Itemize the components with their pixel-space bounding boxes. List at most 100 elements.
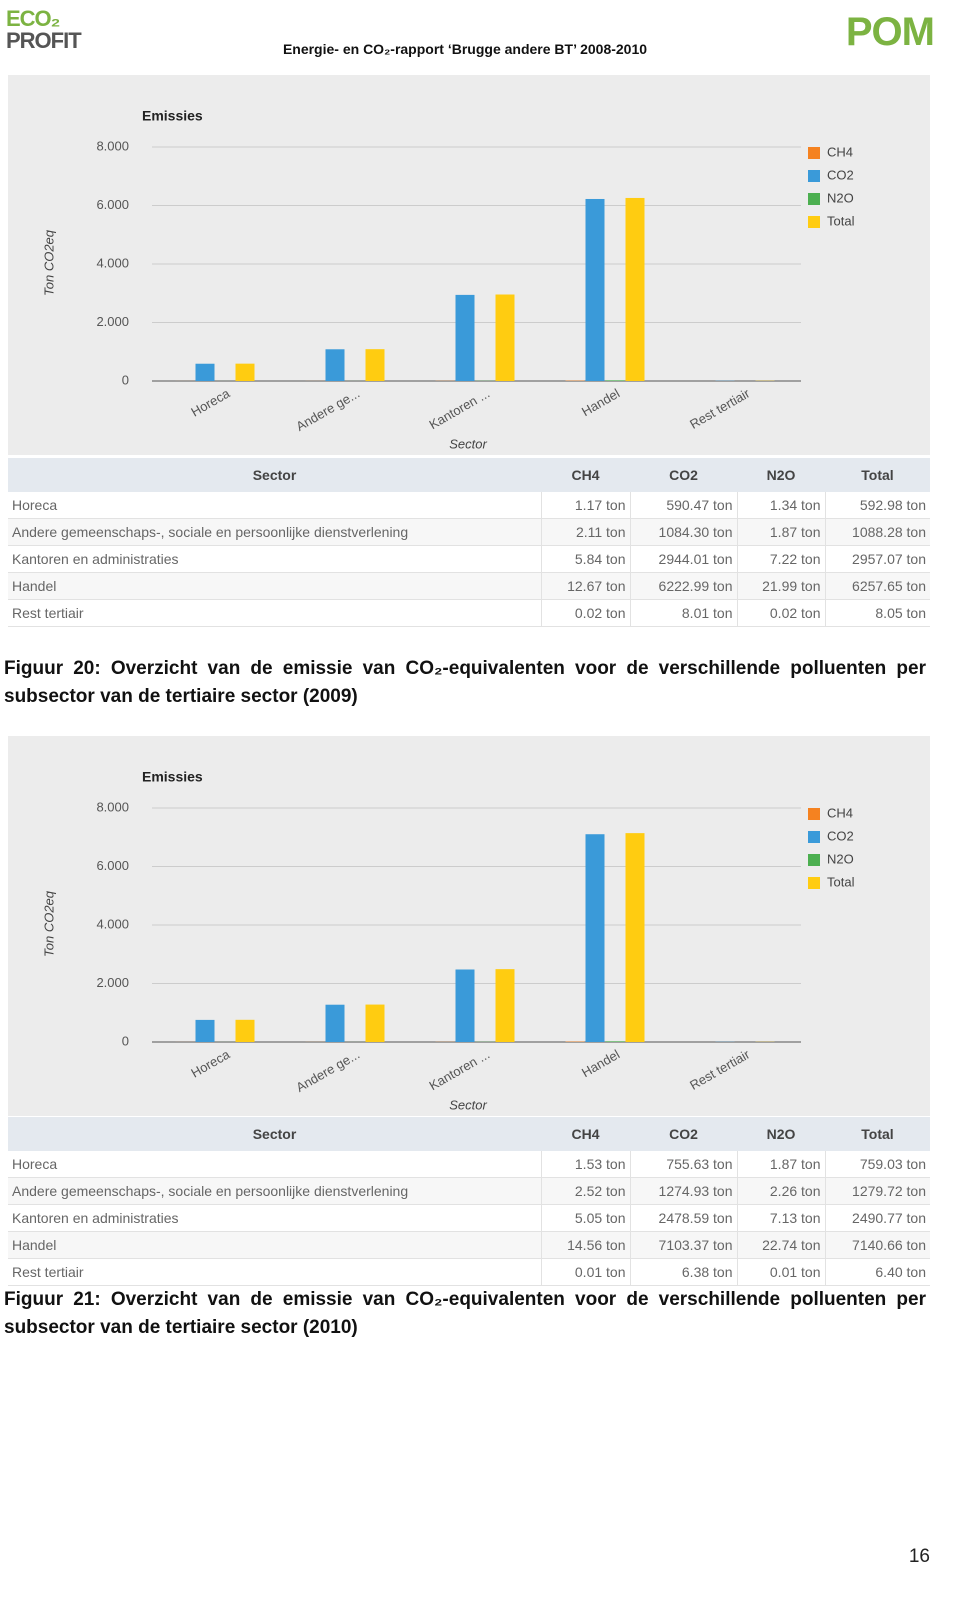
legend-label: Total: [827, 874, 855, 889]
numeric-cell: 0.02 ton: [540, 599, 630, 627]
legend-swatch: [808, 854, 820, 866]
legend-swatch: [808, 877, 820, 889]
sector-cell: Handel: [8, 572, 541, 600]
numeric-cell: 1.34 ton: [736, 492, 825, 519]
column-header: CH4: [541, 458, 630, 492]
bar: [625, 833, 645, 1042]
bar: [495, 294, 515, 381]
data-table: Sector CH4 CO2 N2O Total Horeca 1.17 ton 590.47…: [8, 458, 930, 627]
column-header: N2O: [737, 1117, 825, 1151]
bar: [195, 363, 215, 381]
column-header: N2O: [737, 458, 825, 492]
y-axis-label: Ton CO2eq: [41, 890, 56, 957]
numeric-cell: 2.52 ton: [540, 1177, 630, 1205]
legend-label: CH4: [827, 805, 853, 820]
bar: [365, 1004, 385, 1042]
numeric-cell: 2944.01 ton: [629, 545, 737, 573]
column-header: Sector: [8, 458, 541, 492]
numeric-cell: 14.56 ton: [540, 1231, 630, 1259]
bar: [195, 1019, 215, 1042]
numeric-cell: 0.01 ton: [736, 1258, 825, 1286]
numeric-cell: 1279.72 ton: [824, 1177, 930, 1205]
page-number: 16: [908, 1546, 930, 1567]
bar: [605, 1041, 625, 1042]
numeric-cell: 5.84 ton: [540, 545, 630, 573]
table-row: Handel 12.67 ton 6222.99 ton 21.99 ton 6257.…: [8, 572, 930, 600]
y-tick-label: 2.000: [96, 975, 129, 990]
bar: [495, 969, 515, 1042]
figure-caption: Figuur 20: Overzicht van de emissie van …: [4, 658, 926, 707]
table-row: Rest tertiair 0.01 ton 6.38 ton 0.01 ton 6.4…: [8, 1258, 930, 1286]
table-row: Horeca 1.53 ton 755.63 ton 1.87 ton 759.03 t…: [8, 1151, 930, 1178]
legend-swatch: [808, 216, 820, 228]
x-tick-label: Handel: [579, 1047, 622, 1081]
y-tick-label: 0: [122, 1033, 129, 1048]
legend-swatch: [808, 193, 820, 205]
numeric-cell: 1.53 ton: [540, 1151, 630, 1178]
numeric-cell: 759.03 ton: [824, 1151, 930, 1178]
header-row: Sector CH4 CO2 N2O Total: [8, 458, 930, 492]
x-tick-label: Andere ge...: [293, 386, 362, 434]
numeric-cell: 2.26 ton: [736, 1177, 825, 1205]
table-row: Kantoren en administraties 5.05 ton 2478.5…: [8, 1204, 930, 1232]
y-tick-label: 8.000: [96, 799, 129, 814]
legend-label: N2O: [827, 190, 854, 205]
numeric-cell: 2478.59 ton: [629, 1204, 737, 1232]
header-title: Energie- en CO₂-rapport ‘Brugge andere B…: [282, 41, 648, 57]
y-tick-label: 2.000: [96, 314, 129, 329]
table-row: Andere gemeenschaps-, sociale en persoon…: [8, 518, 930, 546]
y-tick-label: 4.000: [96, 916, 129, 931]
legend-label: CH4: [827, 144, 853, 159]
numeric-cell: 6.40 ton: [824, 1258, 930, 1286]
legend-swatch: [808, 808, 820, 820]
numeric-cell: 7.13 ton: [736, 1204, 825, 1232]
x-tick-label: Kantoren ...: [427, 1047, 493, 1094]
bar: [235, 363, 255, 381]
y-tick-label: 4.000: [96, 255, 129, 270]
numeric-cell: 1088.28 ton: [824, 518, 930, 546]
chart-title: Emissies: [142, 769, 203, 785]
numeric-cell: 2957.07 ton: [824, 545, 930, 573]
column-header: Total: [825, 458, 930, 492]
sector-cell: Kantoren en administraties: [8, 545, 541, 573]
y-tick-label: 0: [122, 372, 129, 387]
x-tick-label: Horeca: [188, 1046, 232, 1080]
bar: [625, 197, 645, 381]
bar: [585, 834, 605, 1042]
table-row: Kantoren en administraties 5.84 ton 2944.0…: [8, 545, 930, 573]
table-row: Horeca 1.17 ton 590.47 ton 1.34 ton 592.98 t…: [8, 492, 930, 519]
numeric-cell: 2.11 ton: [540, 518, 630, 546]
sector-cell: Andere gemeenschaps-, sociale en persoon…: [8, 518, 541, 546]
table-row: Andere gemeenschaps-, sociale en persoon…: [8, 1177, 930, 1205]
chart-title: Emissies: [142, 108, 203, 124]
numeric-cell: 22.74 ton: [736, 1231, 825, 1259]
x-tick-label: Kantoren ...: [427, 386, 493, 433]
column-header: Sector: [8, 1117, 541, 1151]
numeric-cell: 1.17 ton: [540, 492, 630, 519]
bar: [235, 1019, 255, 1042]
column-header: CO2: [630, 458, 737, 492]
numeric-cell: 1274.93 ton: [629, 1177, 737, 1205]
numeric-cell: 6222.99 ton: [629, 572, 737, 600]
x-tick-label: Rest tertiair: [687, 385, 753, 432]
y-axis-label: Ton CO2eq: [41, 229, 56, 296]
numeric-cell: 2490.77 ton: [824, 1204, 930, 1232]
legend-label: CO2: [827, 828, 854, 843]
x-tick-label: Horeca: [188, 385, 232, 419]
sector-cell: Andere gemeenschaps-, sociale en persoon…: [8, 1177, 541, 1205]
sector-cell: Horeca: [8, 492, 541, 519]
sector-cell: Horeca: [8, 1151, 541, 1178]
data-table: Sector CH4 CO2 N2O Total Horeca 1.53 ton 755.63…: [8, 1117, 930, 1286]
numeric-cell: 0.01 ton: [540, 1258, 630, 1286]
y-tick-label: 8.000: [96, 138, 129, 153]
table-row: Rest tertiair 0.02 ton 8.01 ton 0.02 ton 8.0…: [8, 599, 930, 627]
sector-cell: Rest tertiair: [8, 1258, 541, 1286]
y-tick-label: 6.000: [96, 197, 129, 212]
column-header: CO2: [630, 1117, 737, 1151]
numeric-cell: 1.87 ton: [736, 518, 825, 546]
x-tick-label: Andere ge...: [293, 1047, 362, 1095]
numeric-cell: 8.05 ton: [824, 599, 930, 627]
numeric-cell: 6257.65 ton: [824, 572, 930, 600]
legend-swatch: [808, 170, 820, 182]
